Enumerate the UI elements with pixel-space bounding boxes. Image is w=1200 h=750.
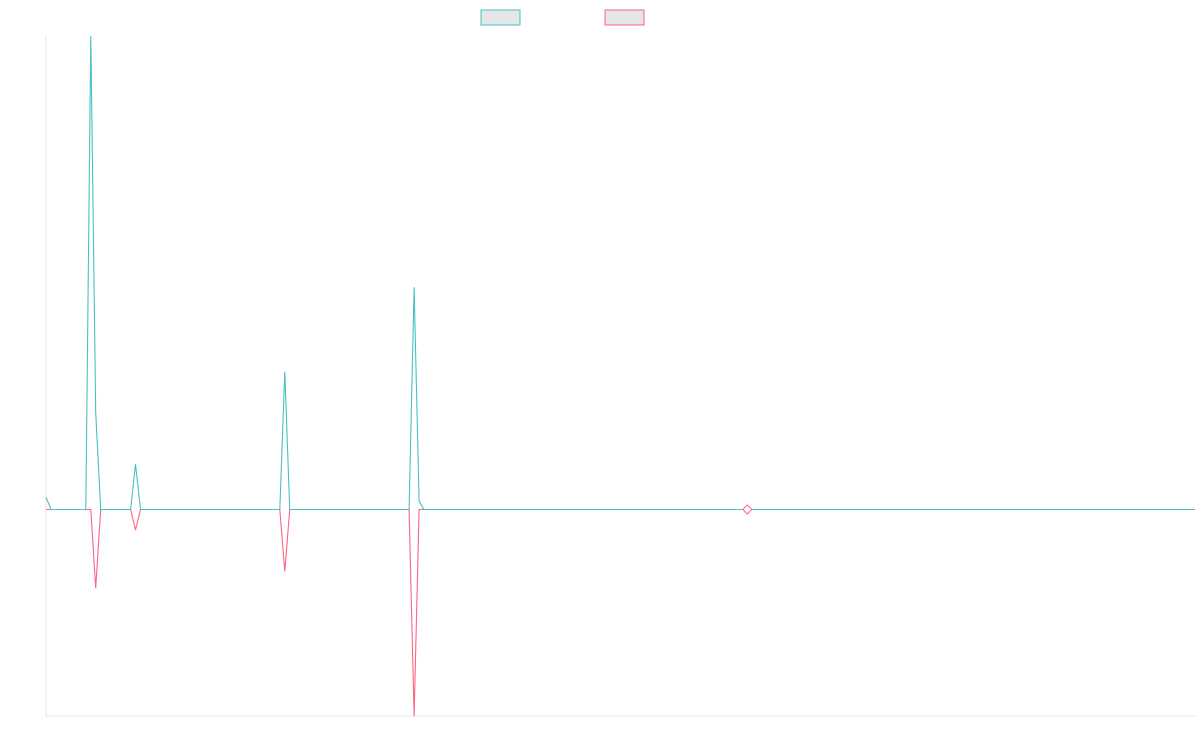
chart-axes [45, 36, 1195, 717]
series-layer [45, 35, 1195, 717]
data-point-marker-1[interactable] [742, 504, 753, 515]
series-line-2 [46, 508, 1195, 717]
series-line-1 [45, 35, 1195, 511]
marker-layer [742, 504, 753, 515]
legend-item-2[interactable] [604, 9, 645, 26]
legend-swatch-2 [604, 9, 645, 26]
legend[interactable] [480, 9, 645, 26]
legend-swatch-1 [480, 9, 521, 26]
legend-item-1[interactable] [480, 9, 521, 26]
